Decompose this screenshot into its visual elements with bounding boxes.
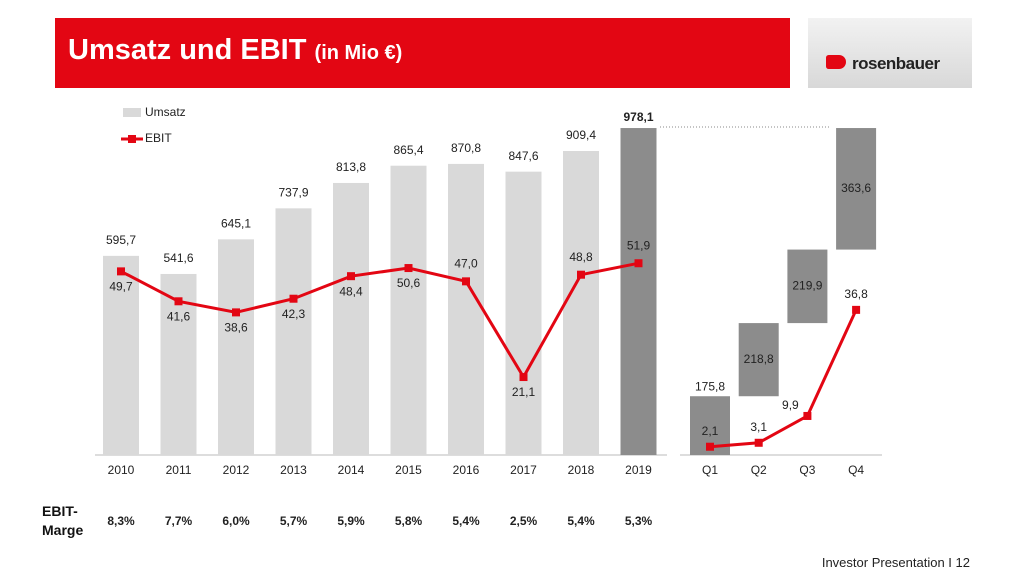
ebit-label: 48,4	[339, 284, 363, 298]
waterfall-bar	[836, 128, 877, 250]
x-tick-label: Q3	[799, 463, 815, 477]
logo-mark	[826, 55, 846, 69]
x-tick-label: 2014	[338, 463, 365, 477]
legend-swatch	[123, 108, 141, 117]
bar	[620, 128, 657, 455]
logo-box	[808, 18, 972, 88]
ebit-marker	[232, 308, 240, 317]
bar-label: 978,1	[623, 110, 653, 124]
ebit-line	[120, 261, 639, 381]
ebit-marker	[706, 442, 714, 451]
waterfall-bar	[787, 249, 828, 324]
ebit-marker	[462, 277, 470, 286]
ebit-marker	[404, 264, 413, 273]
bar-label: 813,8	[336, 160, 366, 174]
header: Umsatz und EBIT (in Mio €)	[68, 34, 402, 67]
bar	[390, 165, 427, 455]
bar	[275, 208, 312, 455]
margin-label: 5,9%	[337, 514, 365, 528]
ebit-marker	[174, 297, 183, 306]
legend-marker	[128, 135, 136, 143]
bar-label: 175,8	[695, 379, 725, 393]
legend-label: Umsatz	[145, 105, 186, 119]
x-tick-label: 2013	[280, 463, 307, 477]
ebit-marker	[577, 270, 585, 279]
margin-label: 2,5%	[510, 514, 538, 528]
ebit-label: 42,3	[282, 307, 306, 321]
ebit-label: 3,1	[750, 420, 767, 434]
margin-title: EBIT-Marge	[42, 503, 84, 538]
bar-label: 870,8	[451, 141, 481, 155]
ebit-label: 41,6	[167, 309, 191, 323]
ebit-marker	[347, 272, 355, 281]
margin-label: 5,8%	[395, 514, 423, 528]
footer: Investor Presentation I 12	[821, 555, 970, 570]
ebit-label: 48,8	[569, 250, 593, 264]
margin-label: 5,3%	[625, 514, 653, 528]
ebit-label: 49,7	[109, 280, 133, 294]
ebit-marker	[519, 373, 528, 382]
bar-label: 645,1	[221, 217, 251, 231]
x-tick-label: 2011	[166, 463, 192, 477]
bar-label: 909,4	[566, 128, 596, 142]
x-tick-label: 2015	[395, 463, 422, 477]
x-tick-label: 2017	[510, 463, 537, 477]
legend-label: EBIT	[145, 131, 172, 145]
title: Umsatz und EBIT	[68, 34, 307, 66]
subtitle: (in Mio €)	[314, 42, 403, 64]
bar-label: 847,6	[508, 149, 538, 163]
bar-label: 737,9	[278, 186, 308, 200]
bar	[333, 182, 369, 455]
bar-label: 218,8	[744, 352, 774, 366]
ebit-label: 36,8	[844, 287, 868, 301]
bar	[218, 239, 254, 455]
margin-label: 6,0%	[222, 514, 250, 528]
bar-label: 363,6	[841, 181, 871, 195]
x-tick-label: 2018	[568, 463, 595, 477]
margin-label: 5,7%	[280, 514, 308, 528]
bar-label: 865,4	[393, 143, 423, 157]
x-tick-label: 2016	[453, 463, 480, 477]
bar-label: 219,9	[792, 279, 822, 293]
margin-label: 5,4%	[452, 514, 480, 528]
margin-label: 5,4%	[567, 514, 595, 528]
logo: rosenbauer	[852, 54, 940, 73]
bar	[103, 255, 139, 455]
x-tick-label: Q4	[848, 463, 864, 477]
ebit-label: 21,1	[512, 385, 536, 399]
ebit-label: 51,9	[627, 238, 651, 252]
ebit-marker	[117, 267, 125, 276]
x-tick-label: 2019	[625, 463, 652, 477]
ebit-marker	[803, 411, 812, 420]
ebit-marker	[754, 438, 763, 447]
bar-label: 541,6	[163, 251, 193, 265]
margin-label: 7,7%	[165, 514, 193, 528]
x-tick-label: 2012	[223, 463, 250, 477]
bar	[448, 163, 484, 456]
margin-label: 8,3%	[107, 514, 135, 528]
ebit-label: 38,6	[224, 321, 248, 335]
ebit-marker	[289, 294, 298, 303]
ebit-label: 9,9	[782, 398, 799, 412]
bar	[505, 171, 542, 455]
ebit-marker	[634, 259, 643, 268]
header-band	[55, 18, 790, 88]
ebit-line	[709, 309, 858, 449]
ebit-label: 47,0	[454, 257, 478, 271]
bar-label: 595,7	[106, 233, 136, 247]
ebit-marker	[852, 305, 861, 314]
ebit-label: 50,6	[397, 276, 421, 290]
bar	[563, 151, 599, 456]
waterfall-bar	[738, 323, 779, 397]
x-tick-label: 2010	[108, 463, 135, 477]
x-tick-label: Q2	[751, 463, 767, 477]
x-tick-label: Q1	[702, 463, 718, 477]
ebit-label: 2,1	[702, 424, 719, 438]
